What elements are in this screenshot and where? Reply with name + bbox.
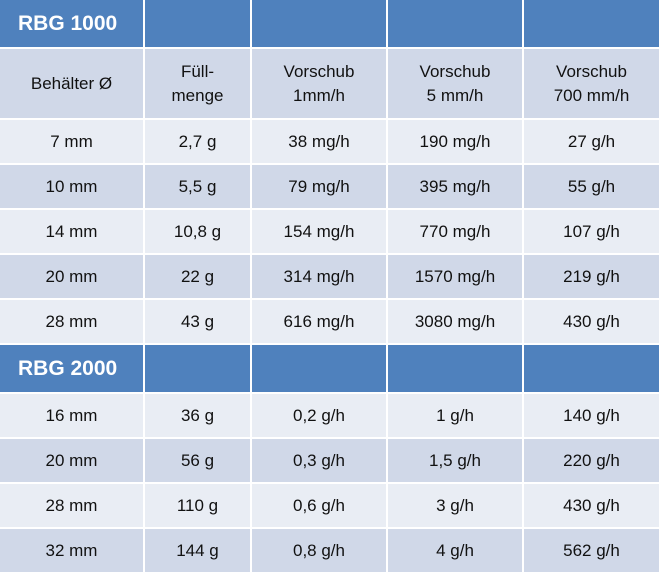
data-cell: 4 g/h <box>388 529 522 572</box>
data-cell: 20 mm <box>0 439 143 482</box>
data-cell: 395 mg/h <box>388 165 522 208</box>
header-cell: Vorschub 5 mm/h <box>388 49 522 118</box>
data-cell: 2,7 g <box>145 120 250 163</box>
data-cell: 5,5 g <box>145 165 250 208</box>
section-title: RBG 2000 <box>0 345 143 392</box>
title-filler <box>524 345 659 392</box>
header-line: Vorschub <box>283 61 355 81</box>
header-line: Füll- <box>180 61 215 81</box>
data-row: 16 mm 36 g 0,2 g/h 1 g/h 140 g/h <box>0 394 659 437</box>
data-cell: 0,3 g/h <box>252 439 386 482</box>
data-cell: 430 g/h <box>524 484 659 527</box>
data-cell: 219 g/h <box>524 255 659 298</box>
header-cell: Vorschub 700 mm/h <box>524 49 659 118</box>
data-cell: 1570 mg/h <box>388 255 522 298</box>
title-filler <box>388 0 522 47</box>
title-filler <box>252 345 386 392</box>
data-cell: 36 g <box>145 394 250 437</box>
data-cell: 220 g/h <box>524 439 659 482</box>
header-line: 1mm/h <box>293 85 345 105</box>
data-cell: 0,2 g/h <box>252 394 386 437</box>
title-filler <box>145 345 250 392</box>
data-row: 28 mm 43 g 616 mg/h 3080 mg/h 430 g/h <box>0 300 659 343</box>
data-cell: 32 mm <box>0 529 143 572</box>
header-line: Vorschub <box>419 61 491 81</box>
header-cell: Vorschub 1mm/h <box>252 49 386 118</box>
data-cell: 0,6 g/h <box>252 484 386 527</box>
data-cell: 28 mm <box>0 300 143 343</box>
title-filler <box>524 0 659 47</box>
data-cell: 190 mg/h <box>388 120 522 163</box>
data-cell: 107 g/h <box>524 210 659 253</box>
header-cell: Behälter Ø <box>0 49 143 118</box>
section-title-row: RBG 1000 <box>0 0 659 47</box>
section-title: RBG 1000 <box>0 0 143 47</box>
data-cell: 79 mg/h <box>252 165 386 208</box>
data-cell: 38 mg/h <box>252 120 386 163</box>
data-row: 32 mm 144 g 0,8 g/h 4 g/h 562 g/h <box>0 529 659 572</box>
data-row: 14 mm 10,8 g 154 mg/h 770 mg/h 107 g/h <box>0 210 659 253</box>
header-row: Behälter Ø Füll-menge Vorschub 1mm/h Vorschu… <box>0 49 659 118</box>
data-cell: 144 g <box>145 529 250 572</box>
data-cell: 28 mm <box>0 484 143 527</box>
data-cell: 1,5 g/h <box>388 439 522 482</box>
data-cell: 0,8 g/h <box>252 529 386 572</box>
data-row: 20 mm 56 g 0,3 g/h 1,5 g/h 220 g/h <box>0 439 659 482</box>
title-filler <box>145 0 250 47</box>
data-cell: 616 mg/h <box>252 300 386 343</box>
data-cell: 430 g/h <box>524 300 659 343</box>
data-cell: 3 g/h <box>388 484 522 527</box>
data-cell: 314 mg/h <box>252 255 386 298</box>
data-cell: 55 g/h <box>524 165 659 208</box>
data-row: 28 mm 110 g 0,6 g/h 3 g/h 430 g/h <box>0 484 659 527</box>
header-line: 700 mm/h <box>553 85 630 105</box>
title-filler <box>252 0 386 47</box>
data-row: 10 mm 5,5 g 79 mg/h 395 mg/h 55 g/h <box>0 165 659 208</box>
data-cell: 27 g/h <box>524 120 659 163</box>
data-cell: 20 mm <box>0 255 143 298</box>
data-cell: 770 mg/h <box>388 210 522 253</box>
data-cell: 43 g <box>145 300 250 343</box>
data-cell: 16 mm <box>0 394 143 437</box>
section-title-row: RBG 2000 <box>0 345 659 392</box>
data-cell: 14 mm <box>0 210 143 253</box>
header-line: menge <box>171 85 224 105</box>
data-cell: 56 g <box>145 439 250 482</box>
header-line: Vorschub <box>556 61 627 81</box>
data-cell: 154 mg/h <box>252 210 386 253</box>
header-cell: Füll-menge <box>145 49 250 118</box>
data-cell: 22 g <box>145 255 250 298</box>
data-cell: 10 mm <box>0 165 143 208</box>
title-filler <box>388 345 522 392</box>
data-cell: 1 g/h <box>388 394 522 437</box>
data-cell: 3080 mg/h <box>388 300 522 343</box>
data-cell: 7 mm <box>0 120 143 163</box>
data-cell: 562 g/h <box>524 529 659 572</box>
data-cell: 110 g <box>145 484 250 527</box>
data-cell: 10,8 g <box>145 210 250 253</box>
header-line: Behälter Ø <box>30 73 113 93</box>
header-line: 5 mm/h <box>426 85 484 105</box>
data-row: 7 mm 2,7 g 38 mg/h 190 mg/h 27 g/h <box>0 120 659 163</box>
data-cell: 140 g/h <box>524 394 659 437</box>
data-row: 20 mm 22 g 314 mg/h 1570 mg/h 219 g/h <box>0 255 659 298</box>
